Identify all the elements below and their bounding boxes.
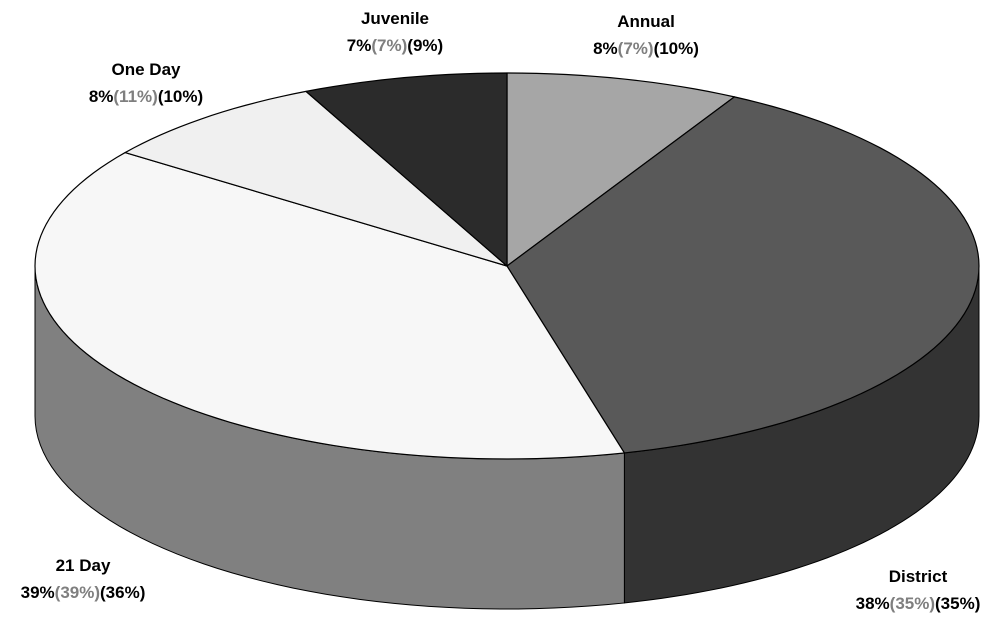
pie-slice-1 (506, 96, 980, 454)
slice-label-21-day: 21 Day 39%(39%)(36%) (21, 552, 146, 606)
slice-values-juvenile: 7%(7%)(9%) (346, 36, 444, 55)
slice-name-annual: Annual (617, 12, 675, 31)
pie-slice-3 (124, 90, 508, 267)
slice-values-district: 38%(35%)(35%) (855, 594, 981, 613)
slice-label-annual: Annual 8%(7%)(10%) (593, 8, 699, 62)
pie-slice-2 (34, 151, 625, 460)
pie-slice-4 (305, 72, 508, 267)
slice-name-district: District (888, 567, 948, 586)
slice-values-one-day: 8%(11%)(10%) (88, 87, 204, 106)
slice-label-district: District 38%(35%)(35%) (856, 563, 981, 617)
slice-label-one-day: One Day 8%(11%)(10%) (89, 56, 203, 110)
slice-values-21-day: 39%(39%)(36%) (20, 583, 146, 602)
slice-name-21-day: 21 Day (55, 556, 111, 575)
pie-slice-0 (506, 72, 735, 267)
slice-name-one-day: One Day (111, 60, 181, 79)
slice-name-juvenile: Juvenile (360, 9, 430, 28)
slice-label-juvenile: Juvenile 7%(7%)(9%) (347, 5, 443, 59)
slice-values-annual: 8%(7%)(10%) (593, 39, 699, 58)
